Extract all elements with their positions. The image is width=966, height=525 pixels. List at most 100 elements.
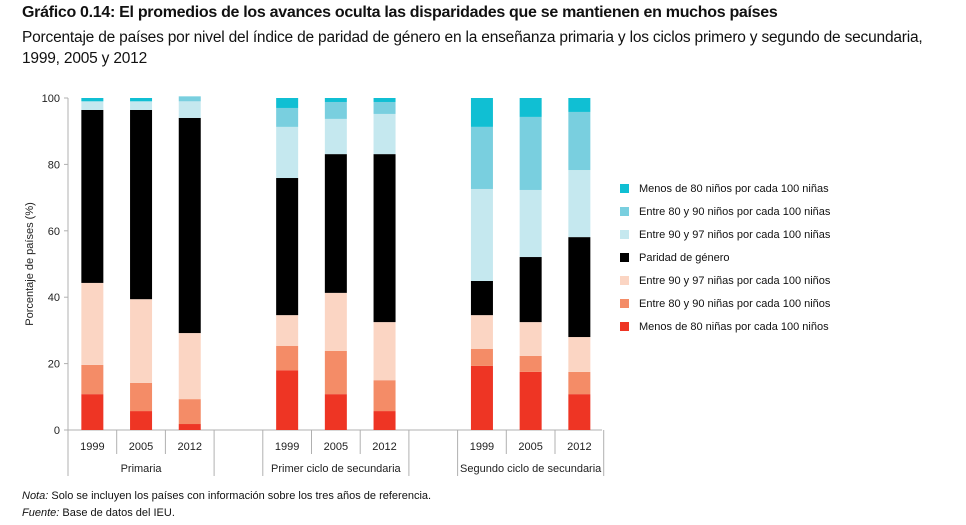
x-tick-label: 2012 [372,441,396,453]
group-label: Segundo ciclo de secundaria [460,463,602,475]
bar-segment [324,292,347,351]
bar-segment [568,237,591,338]
bar-segment [470,315,493,349]
group-label: Primaria [121,463,163,475]
bar-segment [81,364,104,395]
legend-item: Menos de 80 niños por cada 100 niñas [620,177,830,200]
legend-label: Paridad de género [639,251,730,264]
notes: Nota: Solo se incluyen los países con in… [22,488,431,522]
chart-title: Gráfico 0.14: El promedios de los avance… [22,4,778,21]
note-line: Nota: Solo se incluyen los países con in… [22,488,431,505]
legend-label: Entre 80 y 90 niñas por cada 100 niños [639,297,831,310]
note-text: Solo se incluyen los países con informac… [48,490,432,502]
bar-segment [130,299,153,383]
bar-segment [178,399,201,425]
bar-segment [276,370,299,430]
legend-swatch [620,230,629,239]
legend-label: Menos de 80 niñas por cada 100 niños [639,320,829,333]
legend-item: Menos de 80 niñas por cada 100 niños [620,315,830,338]
legend-label: Entre 80 y 90 niños por cada 100 niñas [639,205,831,218]
bar-segment [178,96,201,102]
bar-segment [324,101,347,119]
bar-segment [373,322,396,381]
legend-swatch [620,276,629,285]
bar-segment [324,98,347,102]
y-tick-label: 80 [48,159,60,171]
y-tick-label: 0 [54,425,60,437]
x-tick-label: 1999 [80,441,104,453]
bar-segment [178,117,201,334]
bar-segment [130,382,153,412]
bar-segment [568,394,591,430]
bar-segment [470,280,493,316]
bar-segment [324,118,347,155]
bar-segment [470,98,493,127]
bar-segment [130,98,153,102]
bar-segment [276,178,299,316]
bar-segment [519,98,542,117]
y-tick-label: 60 [48,226,60,238]
bar-segment [130,109,153,300]
bar-segment [276,98,299,108]
bar-segment [81,109,104,283]
bar-segment [324,394,347,430]
bar-segment [276,107,299,127]
x-tick-label: 2012 [178,441,202,453]
bar-segment [178,101,201,118]
bar-segment [81,98,104,102]
bar-segment [373,101,396,114]
x-tick-label: 2005 [129,441,153,453]
bar-segment [470,126,493,189]
bar-segment [568,371,591,395]
bar-segment [373,113,396,155]
bar-segment [324,350,347,395]
bar-segment [324,154,347,293]
bar-segment [519,322,542,356]
chart-subtitle: Porcentaje de países por nivel del índic… [22,29,923,67]
bar-segment [276,346,299,371]
bar-segment [276,315,299,347]
bar-segment [178,424,201,430]
bar-segment [373,380,396,412]
bar-segment [373,98,396,102]
bar-segment [568,337,591,372]
bar-segment [81,394,104,430]
bar-segment [568,170,591,238]
x-tick-label: 1999 [470,441,494,453]
x-tick-label: 2005 [324,441,348,453]
bar-segment [81,282,104,365]
bar-segment [130,101,153,110]
group-label: Primer ciclo de secundaria [271,463,401,475]
y-tick-label: 40 [48,292,60,304]
bar-segment [81,101,104,110]
legend-swatch [620,184,629,193]
bar-segment [470,348,493,366]
bar-segment [130,411,153,430]
legend-swatch [620,253,629,262]
y-axis-label: Porcentaje de países (%) [24,202,36,326]
bar-segment [470,365,493,430]
bar-segment [178,333,201,400]
source-line: Fuente: Base de datos del IEU. [22,505,431,522]
bar-segment [519,257,542,323]
legend-item: Paridad de género [620,246,830,269]
legend-swatch [620,207,629,216]
bar-segment [519,355,542,372]
source-text: Base de datos del IEU. [59,507,175,519]
bar-segment [519,189,542,258]
bar-segment [519,116,542,190]
legend-item: Entre 90 y 97 niños por cada 100 niñas [620,223,830,246]
legend: Menos de 80 niños por cada 100 niñas Entr… [620,177,830,338]
legend-item: Entre 90 y 97 niñas por cada 100 niños [620,269,830,292]
bar-segment [568,98,591,112]
legend-item: Entre 80 y 90 niñas por cada 100 niños [620,292,830,315]
bar-segment [568,111,591,171]
x-tick-label: 2012 [567,441,591,453]
legend-item: Entre 80 y 90 niños por cada 100 niñas [620,200,830,223]
source-label: Fuente: [22,507,60,519]
bar-segment [373,154,396,323]
note-label: Nota: [22,490,49,502]
bar-segment [373,411,396,430]
y-tick-label: 20 [48,359,60,371]
